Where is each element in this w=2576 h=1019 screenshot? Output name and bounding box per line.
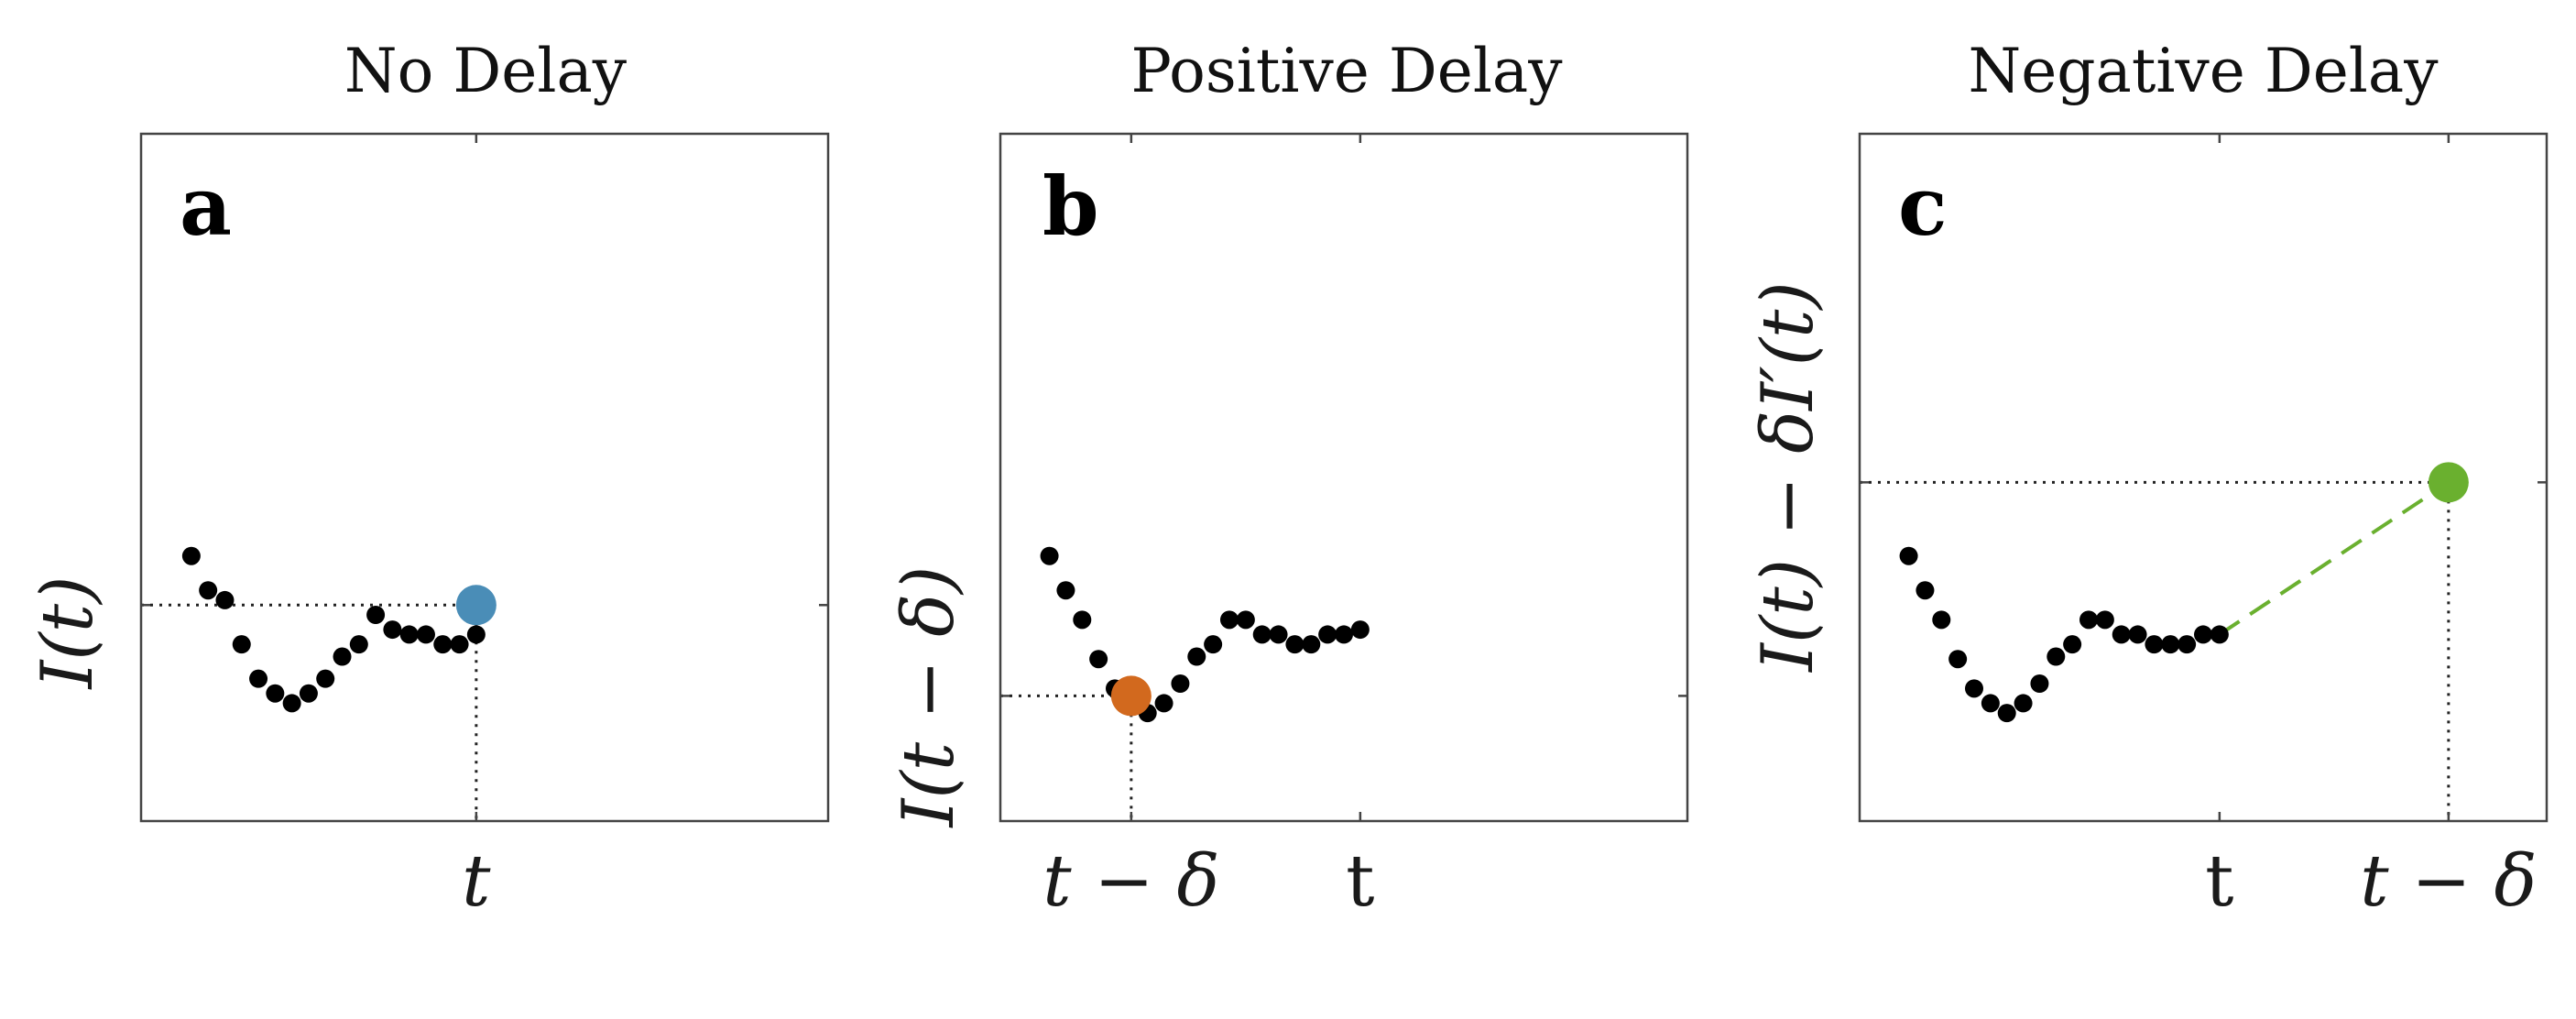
data-point-c — [2063, 635, 2082, 654]
data-point-c — [1981, 694, 2000, 713]
data-point-c — [2178, 635, 2197, 654]
data-point-a — [366, 606, 386, 624]
data-point-c — [1899, 546, 1918, 565]
xtick-label-a-0: t — [462, 840, 491, 923]
data-point-c — [1916, 581, 1935, 600]
data-point-a — [333, 647, 352, 666]
xtick-label-c-0: t — [2205, 840, 2233, 923]
panel-a-label: a — [180, 159, 232, 254]
panel-b-title: Positive Delay — [1130, 36, 1563, 106]
data-point-b — [1089, 650, 1108, 669]
data-point-a — [466, 625, 486, 644]
panel-c-title: Negative Delay — [1968, 36, 2439, 106]
data-point-b — [1040, 546, 1059, 565]
xtick-label-b-0: t − δ — [1042, 840, 1219, 923]
data-point-c — [1997, 704, 2016, 723]
data-point-b — [1252, 625, 1272, 644]
panel-a-plot: t — [141, 134, 828, 923]
data-point-c — [1932, 610, 1951, 630]
data-point-b — [1073, 610, 1092, 630]
data-point-b — [1236, 610, 1255, 630]
data-point-a — [349, 635, 368, 654]
data-point-a — [232, 635, 251, 654]
panel-c-label: c — [1898, 159, 1948, 254]
data-point-a — [416, 625, 435, 644]
data-point-a — [282, 694, 301, 713]
panel-b-label: b — [1042, 159, 1099, 254]
highlight-point-b — [1110, 675, 1152, 717]
data-point-b — [1154, 694, 1173, 713]
data-point-c — [2095, 610, 2114, 630]
data-point-b — [1318, 625, 1337, 644]
data-point-b — [1302, 635, 1321, 654]
data-point-a — [215, 590, 235, 609]
data-point-b — [1187, 647, 1206, 666]
panel-c-frame — [1858, 132, 2549, 823]
data-point-a — [266, 684, 285, 703]
panel-a-title: No Delay — [344, 36, 628, 106]
data-point-a — [316, 669, 335, 688]
highlight-point-c — [2428, 462, 2469, 503]
panel-a-frame — [139, 132, 830, 823]
data-point-c — [2210, 625, 2229, 644]
data-point-a — [299, 684, 318, 703]
data-point-b — [1171, 674, 1190, 693]
xtick-label-c-1: t − δ — [2360, 840, 2537, 923]
data-point-c — [2161, 635, 2180, 654]
data-point-c — [1948, 650, 1968, 669]
data-point-b — [1350, 620, 1370, 640]
data-point-a — [399, 625, 419, 644]
data-point-b — [1056, 581, 1075, 600]
data-point-c — [2145, 635, 2164, 654]
panel-c-ylabel: I(t) − δI′(t) — [1747, 281, 1829, 674]
panel-a-ylabel: I(t) — [27, 575, 109, 690]
data-point-b — [1204, 635, 1223, 654]
panel-b-frame — [999, 132, 1689, 823]
data-point-b — [1285, 635, 1304, 654]
highlight-point-a — [455, 585, 497, 626]
data-point-b — [1335, 625, 1353, 644]
data-point-a — [181, 546, 201, 565]
data-point-c — [1965, 679, 1983, 698]
panel-b-ylabel: I(t − δ) — [888, 566, 970, 829]
data-point-c — [2194, 625, 2212, 644]
xtick-label-b-1: t — [1346, 840, 1374, 923]
data-point-c — [2079, 610, 2098, 630]
data-point-a — [249, 669, 268, 688]
data-point-a — [383, 620, 402, 640]
data-point-c — [2128, 625, 2147, 644]
data-point-a — [450, 635, 469, 654]
data-point-c — [2014, 694, 2033, 713]
extrapolation-line-c — [2218, 480, 2450, 637]
data-point-a — [433, 635, 453, 654]
data-point-b — [1269, 625, 1288, 644]
data-point-c — [2030, 674, 2049, 693]
data-point-c — [2047, 647, 2066, 666]
data-point-b — [1220, 610, 1239, 630]
data-point-c — [2112, 625, 2131, 644]
data-point-a — [199, 581, 218, 600]
